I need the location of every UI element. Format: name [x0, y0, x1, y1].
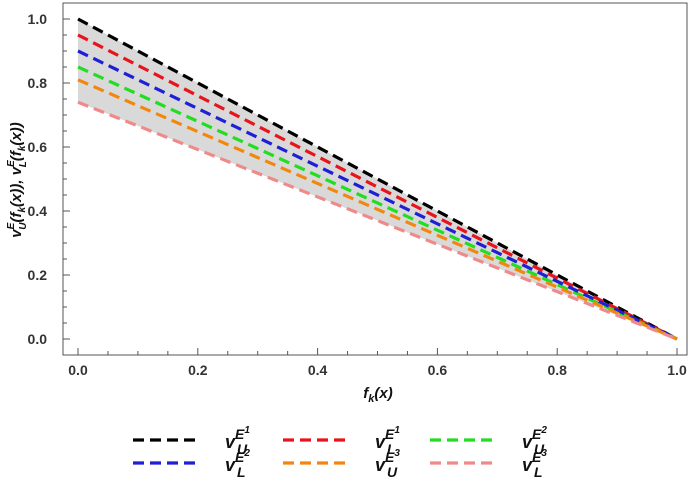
- series-line-1: [77, 17, 678, 341]
- legend-label: vE1 L: [375, 425, 400, 457]
- legend-label: vE2 L: [225, 448, 250, 480]
- y-tick-label: 0.6: [28, 139, 48, 155]
- x-axis-title: fk(x): [363, 385, 392, 405]
- legend-label: vE2 U: [522, 425, 547, 457]
- ticks-layer: 0.0 0.2 0.4 0.6 0.8 1.0 0.0 0.2 0.4 0.6 0.8 1.0: [28, 11, 687, 378]
- y-axis-title: vEU(fk(x)), vEL(fk(x)): [6, 122, 29, 238]
- series-layer: [77, 17, 678, 341]
- y-tick-label: 0.4: [28, 203, 48, 219]
- series-line-2: [77, 33, 678, 341]
- legend-label: vE3 L: [522, 448, 547, 480]
- x-tick-label: 0.6: [428, 362, 448, 378]
- legend-label: vE1 U: [225, 425, 250, 457]
- y-tick-label: 1.0: [28, 11, 48, 27]
- legend-item: vE3 L: [430, 448, 547, 480]
- series-line-6: [77, 100, 678, 341]
- series-line-4: [77, 49, 678, 341]
- legend-item: vE2 U: [430, 425, 547, 457]
- legend-item: vE2 L: [133, 448, 250, 480]
- legend-label: vE3 U: [375, 448, 400, 480]
- x-tick-label: 0.2: [188, 362, 208, 378]
- legend-item: vE1 L: [283, 425, 400, 457]
- shaded-band: [78, 19, 677, 339]
- legend-item: vE3 U: [283, 448, 400, 480]
- x-tick-label: 1.0: [667, 362, 687, 378]
- x-tick-label: 0.0: [68, 362, 88, 378]
- x-tick-label: 0.4: [308, 362, 328, 378]
- legend-item: vE1 U: [133, 425, 250, 457]
- y-tick-label: 0.2: [28, 267, 48, 283]
- plot-area: 0.0 0.2 0.4 0.6 0.8 1.0 0.0 0.2 0.4 0.6 0.8 1.0: [28, 2, 688, 378]
- legend: vE1 U vE1 L vE2 U vE2 L vE3 U vE3 L: [133, 425, 547, 480]
- x-tick-label: 0.8: [547, 362, 567, 378]
- y-tick-label: 0.0: [28, 331, 48, 347]
- y-tick-label: 0.8: [28, 75, 48, 91]
- series-line-5: [77, 78, 678, 341]
- series-line-3: [77, 65, 678, 341]
